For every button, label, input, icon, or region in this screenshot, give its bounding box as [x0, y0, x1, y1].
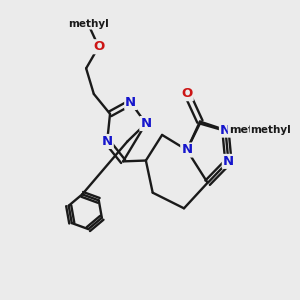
- Text: N: N: [223, 155, 234, 168]
- Text: N: N: [181, 143, 192, 157]
- Text: O: O: [93, 40, 104, 53]
- Text: N: N: [140, 117, 152, 130]
- Text: N: N: [102, 135, 113, 148]
- Text: N: N: [125, 96, 136, 109]
- Text: methyl: methyl: [250, 125, 291, 135]
- Text: methyl: methyl: [68, 19, 109, 29]
- Text: methyl: methyl: [229, 125, 272, 135]
- Text: N: N: [220, 124, 231, 136]
- Text: O: O: [182, 87, 193, 100]
